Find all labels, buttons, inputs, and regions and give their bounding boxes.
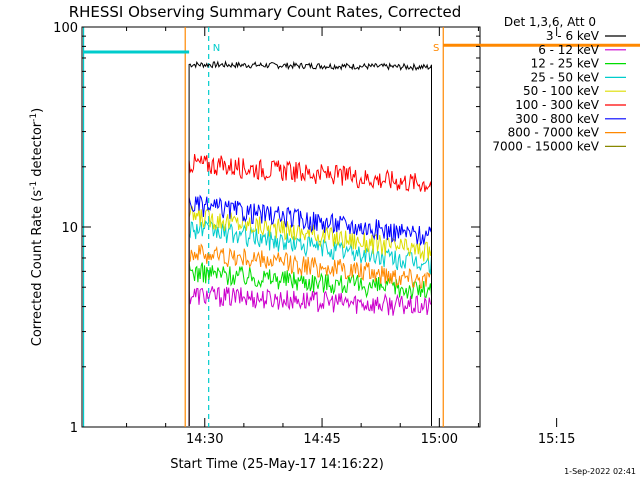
- legend-label: 300 - 800 keV: [515, 112, 599, 126]
- legend-label: 50 - 100 keV: [523, 84, 600, 98]
- legend-label: 3 - 6 keV: [546, 29, 600, 43]
- chart-title: RHESSI Observing Summary Count Rates, Co…: [69, 3, 462, 21]
- y-tick-label: 10: [61, 221, 78, 236]
- x-axis-label: Start Time (25-May-17 14:16:22): [170, 457, 384, 472]
- x-tick-label: 15:00: [421, 432, 458, 447]
- y-axis-label-sup2: -1: [29, 113, 39, 122]
- legend-label: 12 - 25 keV: [531, 57, 600, 71]
- series-line: [188, 60, 432, 426]
- legend-label: 25 - 50 keV: [531, 70, 600, 84]
- y-axis: 1 10 100: [53, 21, 480, 436]
- annotation-label: S: [433, 43, 439, 54]
- series-lines: [188, 60, 432, 426]
- x-tick-label: 14:45: [303, 432, 340, 447]
- legend-title: Det 1,3,6, Att 0: [504, 15, 596, 29]
- y-tick-label: 100: [53, 21, 78, 36]
- y-axis-label-main: Corrected Count Rate (s: [30, 190, 45, 347]
- footer-date: 1-Sep-2022 02:41: [564, 467, 636, 476]
- y-axis-label-mid: detector: [30, 121, 45, 181]
- annotation-label: N: [213, 43, 220, 54]
- series-line: [188, 219, 432, 426]
- series-line: [188, 194, 432, 426]
- series-line: [188, 243, 432, 426]
- series-line: [188, 286, 432, 426]
- legend-label: 800 - 7000 keV: [508, 126, 600, 140]
- series-line: [188, 154, 432, 426]
- x-tick-label: 14:30: [186, 432, 223, 447]
- series-line: [188, 262, 432, 426]
- legend-label: 7000 - 15000 keV: [492, 139, 599, 153]
- legend-label: 6 - 12 keV: [538, 43, 600, 57]
- y-tick-label: 1: [70, 421, 78, 436]
- observing-bars: [83, 43, 640, 54]
- y-axis-label-sup1: -1: [29, 181, 39, 190]
- y-axis-label: Corrected Count Rate (s-1 detector-1): [29, 108, 45, 346]
- y-axis-label-end: ): [30, 108, 45, 113]
- legend-label: 100 - 300 keV: [515, 98, 599, 112]
- x-tick-label: 15:15: [538, 432, 575, 447]
